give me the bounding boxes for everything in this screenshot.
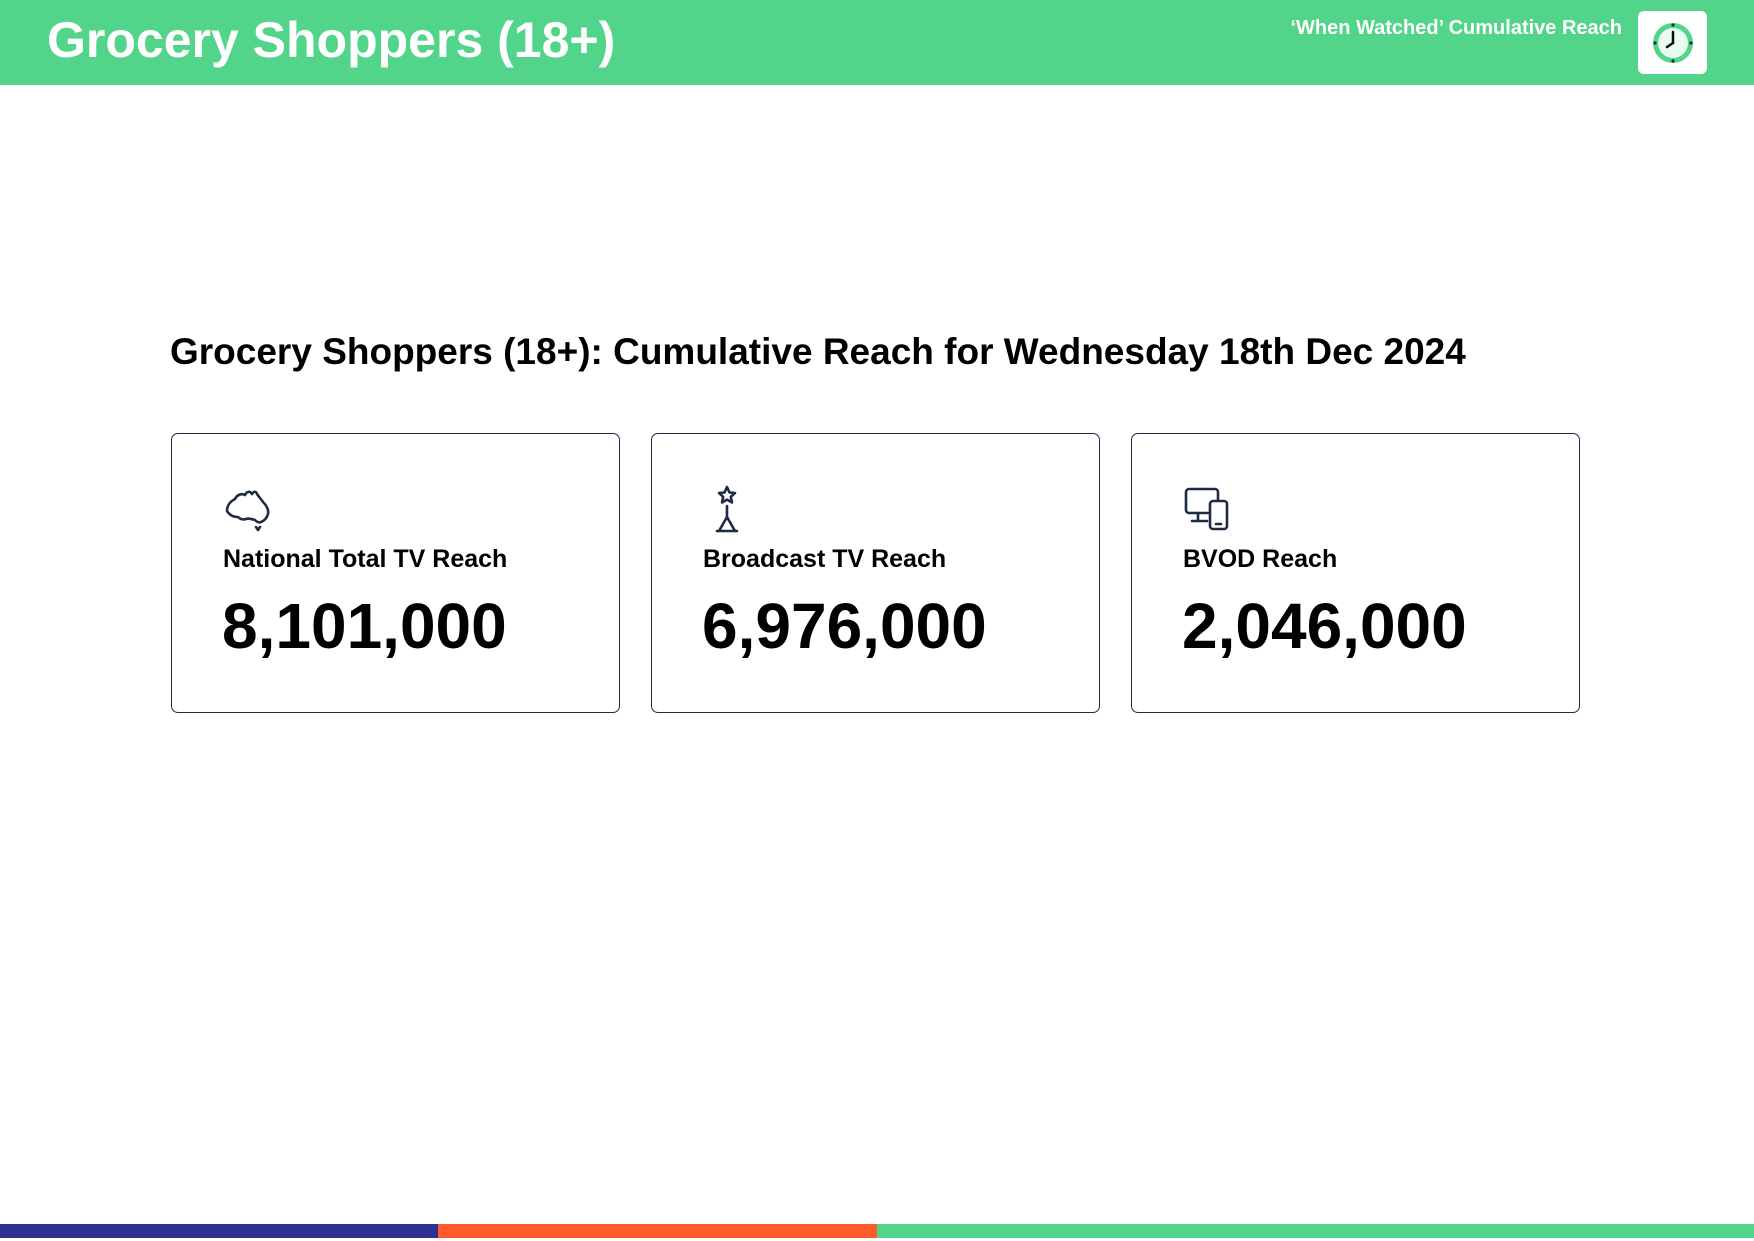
bvod-reach-card: BVOD Reach 2,046,000 <box>1131 433 1580 713</box>
national-total-tv-reach-card: National Total TV Reach 8,101,000 <box>171 433 620 713</box>
card-value: 2,046,000 <box>1182 590 1467 662</box>
footer-segment-navy <box>0 1224 438 1238</box>
footer-segment-green <box>877 1224 1754 1238</box>
card-value: 6,976,000 <box>702 590 987 662</box>
header-bar: Grocery Shoppers (18+) ‘When Watched’ Cu… <box>0 0 1754 85</box>
clock-badge <box>1638 11 1707 74</box>
footer-color-bar <box>0 1224 1754 1238</box>
devices-icon <box>1183 485 1231 533</box>
card-label: Broadcast TV Reach <box>703 545 947 573</box>
page-title: Grocery Shoppers (18+) <box>47 12 616 68</box>
header-subtitle: ‘When Watched’ Cumulative Reach <box>1290 17 1622 39</box>
section-title: Grocery Shoppers (18+): Cumulative Reach… <box>170 331 1466 372</box>
card-label: National Total TV Reach <box>223 545 508 573</box>
card-value: 8,101,000 <box>222 590 507 662</box>
card-label: BVOD Reach <box>1183 545 1338 573</box>
broadcast-tv-reach-card: Broadcast TV Reach 6,976,000 <box>651 433 1100 713</box>
clock-icon <box>1651 21 1695 65</box>
footer-segment-orange <box>438 1224 877 1238</box>
broadcast-tower-icon <box>703 485 751 533</box>
australia-map-icon <box>223 485 271 533</box>
